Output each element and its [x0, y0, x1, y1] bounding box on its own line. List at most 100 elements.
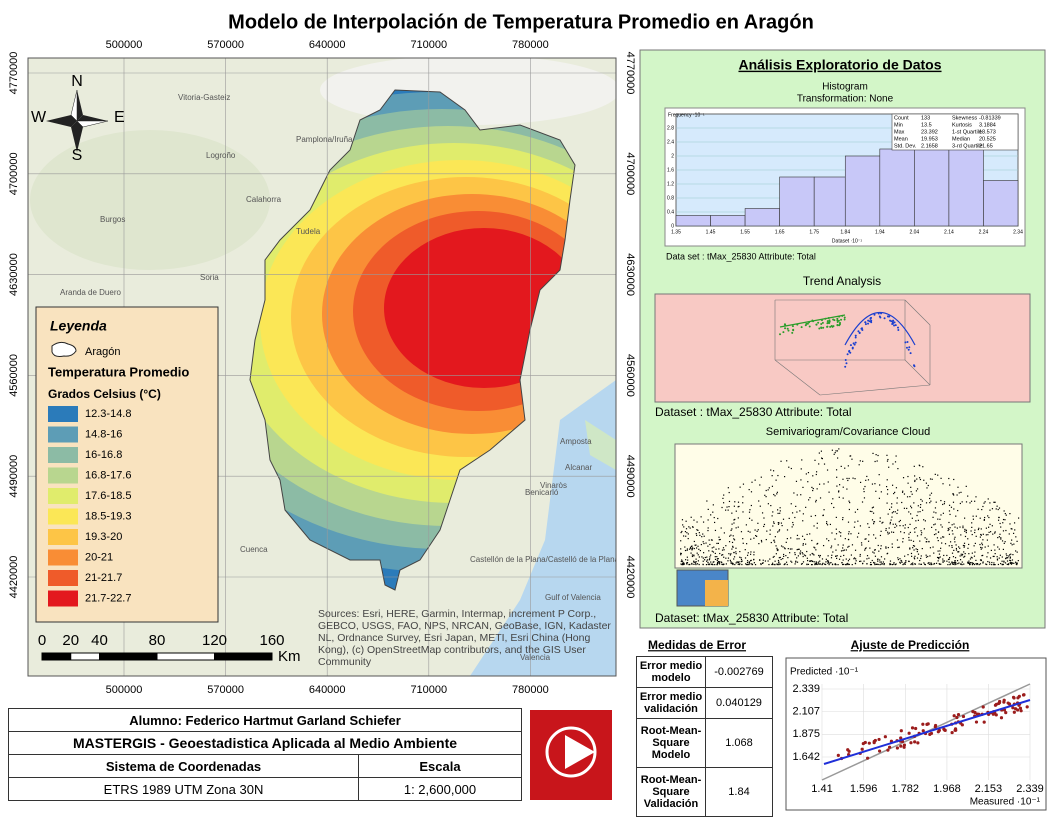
prediction-point — [867, 741, 871, 745]
semi-point — [685, 528, 688, 530]
semi-point — [772, 470, 775, 472]
prediction-point — [886, 748, 890, 752]
semi-point — [703, 559, 706, 561]
semi-point — [1001, 563, 1004, 566]
legend-units: Grados Celsius (°C) — [48, 387, 161, 401]
semi-point — [682, 562, 684, 565]
trend-point — [864, 321, 867, 324]
semi-point — [787, 556, 789, 559]
semi-point — [830, 557, 833, 559]
stat-value: 13.5 — [921, 122, 932, 128]
semi-point — [873, 549, 876, 551]
semi-point — [910, 491, 912, 493]
semi-point — [800, 468, 802, 470]
semi-point — [820, 450, 822, 452]
semi-point — [980, 533, 982, 536]
place-label: Castellón de la Plana/Castelló de la Pla… — [470, 555, 620, 564]
semi-point — [917, 553, 920, 555]
footer-row: Sistema de Coordenadas Escala — [8, 754, 522, 778]
semi-point — [735, 527, 737, 529]
semi-point — [920, 557, 922, 560]
semi-point — [861, 563, 864, 565]
semi-point — [835, 450, 837, 452]
semi-point — [738, 505, 740, 508]
semi-point — [909, 547, 911, 549]
semi-point — [879, 520, 881, 523]
semi-point — [795, 561, 797, 563]
semi-point — [707, 519, 709, 521]
semi-point — [760, 563, 762, 566]
semi-point — [987, 515, 989, 517]
semi-point — [972, 562, 975, 565]
semi-point — [870, 561, 872, 564]
crs: ETRS 1989 UTM Zona 30N — [8, 777, 359, 801]
semi-point — [1009, 523, 1011, 525]
semi-point — [959, 502, 961, 505]
legend-swatch — [48, 549, 78, 566]
semi-point — [859, 553, 861, 556]
stat-label: Min — [894, 122, 903, 128]
semi-point — [1007, 557, 1009, 559]
semi-point — [787, 548, 789, 550]
semi-point — [896, 502, 898, 504]
semi-point — [889, 523, 891, 525]
semi-plot — [680, 448, 1020, 566]
legend-label: 20-21 — [85, 551, 113, 563]
semi-point — [767, 489, 769, 491]
semi-point — [706, 559, 709, 561]
semi-point — [822, 544, 825, 547]
semi-point — [795, 505, 797, 507]
semi-point — [750, 538, 752, 540]
trend-point — [870, 319, 873, 322]
semi-point — [717, 560, 719, 563]
semi-point — [1012, 532, 1015, 534]
semi-point — [707, 561, 709, 564]
semi-point — [806, 533, 808, 536]
semi-point — [1010, 562, 1013, 564]
semi-point — [716, 563, 718, 566]
semi-point — [1011, 544, 1013, 546]
semi-point — [931, 478, 933, 480]
semi-point — [942, 560, 944, 562]
semi-point — [708, 559, 710, 561]
semi-point — [983, 502, 985, 504]
semi-point — [749, 560, 752, 562]
semi-point — [748, 563, 750, 565]
semi-point — [680, 552, 682, 555]
semi-point — [790, 560, 792, 562]
stat-label: Skewness — [952, 115, 977, 121]
semi-point — [914, 555, 916, 557]
semi-point — [702, 541, 704, 543]
semi-point — [948, 477, 950, 480]
prediction-point — [961, 714, 966, 719]
semi-point — [696, 552, 698, 554]
semi-point — [762, 559, 764, 561]
semi-point — [794, 553, 796, 556]
semi-point — [816, 563, 818, 566]
semi-point — [971, 533, 973, 536]
semi-point — [910, 486, 912, 488]
semi-point — [864, 549, 866, 551]
semi-point — [852, 477, 854, 479]
semi-point — [745, 524, 747, 526]
semi-point — [742, 511, 744, 513]
semi-point — [938, 558, 940, 560]
semi-point — [1017, 517, 1020, 519]
legend-layer-icon — [51, 341, 77, 357]
semi-point — [905, 561, 907, 563]
semi-point — [778, 563, 780, 566]
semi-point — [911, 493, 913, 495]
regression-line — [823, 699, 1031, 765]
x-tick-label: 1.94 — [875, 229, 885, 235]
semi-point — [847, 560, 850, 562]
semi-point — [802, 520, 804, 522]
prediction-point — [999, 716, 1004, 720]
semi-point — [680, 552, 682, 554]
prediction-point — [994, 713, 998, 717]
semi-point — [680, 531, 682, 534]
semi-point — [769, 533, 771, 535]
semi-point — [836, 485, 838, 487]
semi-point — [776, 547, 778, 549]
semi-point — [947, 527, 949, 530]
semi-point — [797, 555, 799, 557]
